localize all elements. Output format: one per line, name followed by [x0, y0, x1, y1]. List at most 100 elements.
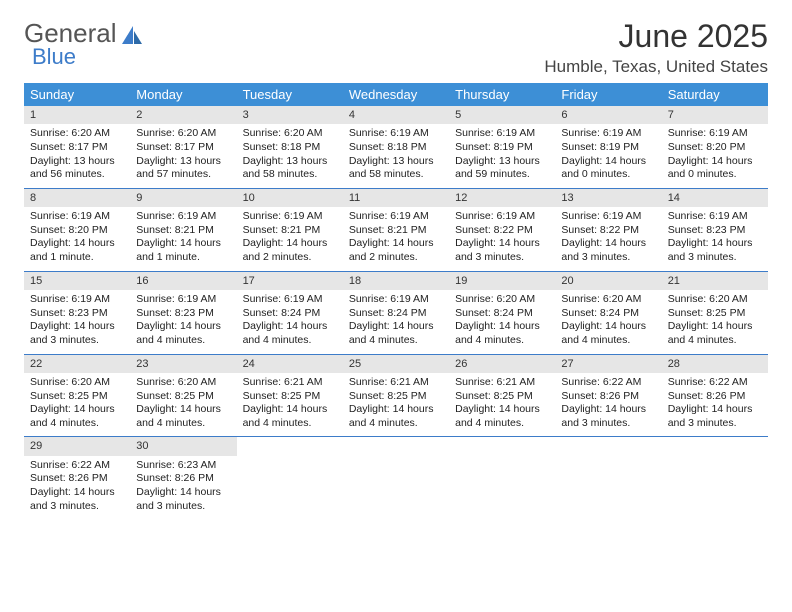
day-number: 13	[555, 189, 661, 207]
day-body: Sunrise: 6:19 AMSunset: 8:24 PMDaylight:…	[237, 290, 343, 354]
daylight-line: Daylight: 14 hours and 4 minutes.	[136, 403, 230, 430]
sunrise-line: Sunrise: 6:23 AM	[136, 459, 230, 473]
day-body: Sunrise: 6:19 AMSunset: 8:23 PMDaylight:…	[24, 290, 130, 354]
sunset-line: Sunset: 8:26 PM	[30, 472, 124, 486]
calendar-cell: 30Sunrise: 6:23 AMSunset: 8:26 PMDayligh…	[130, 437, 236, 519]
day-body: Sunrise: 6:19 AMSunset: 8:20 PMDaylight:…	[24, 207, 130, 271]
header: General June 2025 Humble, Texas, United …	[24, 18, 768, 77]
location: Humble, Texas, United States	[544, 57, 768, 77]
day-body: Sunrise: 6:19 AMSunset: 8:21 PMDaylight:…	[130, 207, 236, 271]
sunset-line: Sunset: 8:23 PM	[136, 307, 230, 321]
sunset-line: Sunset: 8:23 PM	[668, 224, 762, 238]
calendar-cell: 27Sunrise: 6:22 AMSunset: 8:26 PMDayligh…	[555, 354, 661, 437]
daylight-line: Daylight: 14 hours and 0 minutes.	[561, 155, 655, 182]
day-body: Sunrise: 6:19 AMSunset: 8:21 PMDaylight:…	[237, 207, 343, 271]
calendar-cell: 12Sunrise: 6:19 AMSunset: 8:22 PMDayligh…	[449, 188, 555, 271]
daylight-line: Daylight: 14 hours and 4 minutes.	[455, 403, 549, 430]
calendar-cell: 13Sunrise: 6:19 AMSunset: 8:22 PMDayligh…	[555, 188, 661, 271]
sunset-line: Sunset: 8:26 PM	[668, 390, 762, 404]
sunset-line: Sunset: 8:26 PM	[136, 472, 230, 486]
sunrise-line: Sunrise: 6:19 AM	[136, 210, 230, 224]
calendar-cell: ..	[237, 437, 343, 519]
day-body: Sunrise: 6:20 AMSunset: 8:24 PMDaylight:…	[449, 290, 555, 354]
daylight-line: Daylight: 14 hours and 3 minutes.	[30, 486, 124, 513]
sunrise-line: Sunrise: 6:22 AM	[561, 376, 655, 390]
calendar-cell: 6Sunrise: 6:19 AMSunset: 8:19 PMDaylight…	[555, 106, 661, 188]
day-body: Sunrise: 6:20 AMSunset: 8:25 PMDaylight:…	[24, 373, 130, 437]
daylight-line: Daylight: 14 hours and 3 minutes.	[455, 237, 549, 264]
sunset-line: Sunset: 8:22 PM	[455, 224, 549, 238]
calendar-cell: 10Sunrise: 6:19 AMSunset: 8:21 PMDayligh…	[237, 188, 343, 271]
logo-sail-icon	[121, 25, 143, 45]
calendar-cell: 20Sunrise: 6:20 AMSunset: 8:24 PMDayligh…	[555, 271, 661, 354]
day-body: Sunrise: 6:21 AMSunset: 8:25 PMDaylight:…	[449, 373, 555, 437]
sunset-line: Sunset: 8:17 PM	[136, 141, 230, 155]
day-body: Sunrise: 6:20 AMSunset: 8:18 PMDaylight:…	[237, 124, 343, 188]
daylight-line: Daylight: 13 hours and 59 minutes.	[455, 155, 549, 182]
calendar-cell: 16Sunrise: 6:19 AMSunset: 8:23 PMDayligh…	[130, 271, 236, 354]
title-block: June 2025 Humble, Texas, United States	[544, 18, 768, 77]
day-body: Sunrise: 6:22 AMSunset: 8:26 PMDaylight:…	[662, 373, 768, 437]
daylight-line: Daylight: 14 hours and 0 minutes.	[668, 155, 762, 182]
day-number: 23	[130, 355, 236, 373]
daylight-line: Daylight: 14 hours and 4 minutes.	[349, 320, 443, 347]
sunrise-line: Sunrise: 6:20 AM	[561, 293, 655, 307]
calendar-cell: 24Sunrise: 6:21 AMSunset: 8:25 PMDayligh…	[237, 354, 343, 437]
daylight-line: Daylight: 14 hours and 4 minutes.	[668, 320, 762, 347]
daylight-line: Daylight: 13 hours and 58 minutes.	[243, 155, 337, 182]
sunset-line: Sunset: 8:24 PM	[349, 307, 443, 321]
day-body: Sunrise: 6:20 AMSunset: 8:25 PMDaylight:…	[662, 290, 768, 354]
day-body: Sunrise: 6:22 AMSunset: 8:26 PMDaylight:…	[555, 373, 661, 437]
weekday-header: Sunday	[24, 83, 130, 106]
calendar-cell: 19Sunrise: 6:20 AMSunset: 8:24 PMDayligh…	[449, 271, 555, 354]
day-number: 30	[130, 437, 236, 455]
day-number: 19	[449, 272, 555, 290]
sunrise-line: Sunrise: 6:20 AM	[136, 376, 230, 390]
daylight-line: Daylight: 14 hours and 3 minutes.	[668, 237, 762, 264]
sunset-line: Sunset: 8:21 PM	[136, 224, 230, 238]
day-number: 5	[449, 106, 555, 124]
weekday-header: Monday	[130, 83, 236, 106]
day-number: 6	[555, 106, 661, 124]
sunset-line: Sunset: 8:25 PM	[30, 390, 124, 404]
sunrise-line: Sunrise: 6:19 AM	[455, 210, 549, 224]
day-number: 25	[343, 355, 449, 373]
daylight-line: Daylight: 14 hours and 2 minutes.	[243, 237, 337, 264]
sunrise-line: Sunrise: 6:20 AM	[30, 376, 124, 390]
sunrise-line: Sunrise: 6:19 AM	[561, 210, 655, 224]
day-number: 24	[237, 355, 343, 373]
sunrise-line: Sunrise: 6:21 AM	[349, 376, 443, 390]
sunrise-line: Sunrise: 6:21 AM	[455, 376, 549, 390]
day-body: Sunrise: 6:19 AMSunset: 8:18 PMDaylight:…	[343, 124, 449, 188]
sunrise-line: Sunrise: 6:19 AM	[561, 127, 655, 141]
weekday-header: Friday	[555, 83, 661, 106]
day-body: Sunrise: 6:21 AMSunset: 8:25 PMDaylight:…	[343, 373, 449, 437]
sunset-line: Sunset: 8:22 PM	[561, 224, 655, 238]
sunset-line: Sunset: 8:20 PM	[668, 141, 762, 155]
weekday-header: Wednesday	[343, 83, 449, 106]
calendar-cell: ..	[662, 437, 768, 519]
sunrise-line: Sunrise: 6:19 AM	[668, 127, 762, 141]
daylight-line: Daylight: 14 hours and 1 minute.	[30, 237, 124, 264]
day-body: Sunrise: 6:19 AMSunset: 8:22 PMDaylight:…	[449, 207, 555, 271]
calendar-cell: 29Sunrise: 6:22 AMSunset: 8:26 PMDayligh…	[24, 437, 130, 519]
daylight-line: Daylight: 13 hours and 56 minutes.	[30, 155, 124, 182]
sunset-line: Sunset: 8:25 PM	[243, 390, 337, 404]
calendar-cell: ..	[343, 437, 449, 519]
daylight-line: Daylight: 13 hours and 58 minutes.	[349, 155, 443, 182]
sunset-line: Sunset: 8:23 PM	[30, 307, 124, 321]
calendar-cell: ..	[555, 437, 661, 519]
day-number: 4	[343, 106, 449, 124]
daylight-line: Daylight: 14 hours and 1 minute.	[136, 237, 230, 264]
day-number: 22	[24, 355, 130, 373]
day-number: 11	[343, 189, 449, 207]
sunset-line: Sunset: 8:25 PM	[349, 390, 443, 404]
day-number: 1	[24, 106, 130, 124]
sunset-line: Sunset: 8:18 PM	[243, 141, 337, 155]
calendar-cell: 2Sunrise: 6:20 AMSunset: 8:17 PMDaylight…	[130, 106, 236, 188]
sunrise-line: Sunrise: 6:20 AM	[243, 127, 337, 141]
daylight-line: Daylight: 14 hours and 4 minutes.	[561, 320, 655, 347]
day-number: 18	[343, 272, 449, 290]
month-title: June 2025	[544, 18, 768, 55]
day-number: 3	[237, 106, 343, 124]
